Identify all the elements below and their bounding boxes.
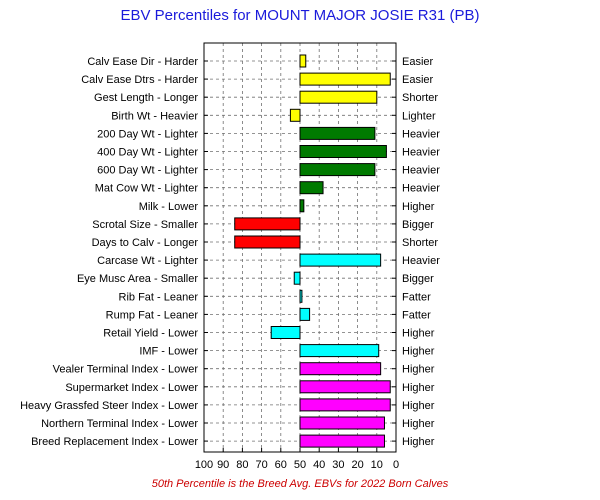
row-label-right: Heavier <box>402 128 440 140</box>
row-label-right: Fatter <box>402 291 431 303</box>
row-label-left: Calv Ease Dir - Harder <box>87 56 198 68</box>
row-label-right: Heavier <box>402 147 440 159</box>
x-tick-label: 50 <box>294 459 306 471</box>
bar <box>299 380 391 394</box>
row-label-right: Fatter <box>402 309 431 321</box>
x-tick-label: 0 <box>393 459 399 471</box>
label-layer: Calv Ease Dir - Harder Easier Calv Ease Dt… <box>20 56 440 448</box>
bar <box>299 398 391 412</box>
bar <box>299 54 307 68</box>
row-label-left: 600 Day Wt - Lighter <box>97 165 198 177</box>
bar <box>299 434 385 448</box>
row-label-left: Birth Wt - Heavier <box>111 110 198 122</box>
tick-layer: 100 90 80 70 60 50 40 30 20 10 0 <box>195 60 399 471</box>
x-tick-label: 70 <box>255 459 267 471</box>
chart-footnote: 50th Percentile is the Breed Avg. EBVs f… <box>152 478 449 490</box>
bar <box>299 145 387 158</box>
row-label-left: Rump Fat - Leaner <box>106 309 199 321</box>
bar <box>299 72 391 86</box>
bar <box>293 271 301 285</box>
x-tick-label: 90 <box>217 459 229 471</box>
bar <box>299 163 376 177</box>
bar <box>289 108 301 122</box>
row-label-left: Rib Fat - Leaner <box>119 291 199 303</box>
bar <box>299 181 324 195</box>
row-label-left: Breed Replacement Index - Lower <box>31 436 198 448</box>
row-label-right: Heavier <box>402 165 440 177</box>
row-label-right: Higher <box>402 418 435 430</box>
row-label-right: Heavier <box>402 183 440 195</box>
row-label-left: Mat Cow Wt - Lighter <box>95 183 199 195</box>
bar <box>299 307 311 321</box>
row-label-left: Days to Calv - Longer <box>92 237 199 249</box>
row-label-right: Shorter <box>402 237 438 249</box>
x-tick-label: 80 <box>236 459 248 471</box>
bar <box>299 90 378 104</box>
bar <box>299 199 305 213</box>
x-tick-label: 30 <box>332 459 344 471</box>
row-label-right: Easier <box>402 56 434 68</box>
row-label-right: Higher <box>402 201 435 213</box>
row-label-right: Higher <box>402 400 435 412</box>
bar <box>299 253 382 267</box>
x-tick-label: 10 <box>371 459 383 471</box>
row-label-left: Eye Musc Area - Smaller <box>77 273 198 285</box>
row-label-right: Lighter <box>402 110 436 122</box>
row-label-right: Shorter <box>402 92 438 104</box>
row-label-right: Higher <box>402 436 435 448</box>
row-label-right: Bigger <box>402 273 434 285</box>
row-label-left: Vealer Terminal Index - Lower <box>53 364 199 376</box>
bar <box>299 416 385 430</box>
chart-title: EBV Percentiles for MOUNT MAJOR JOSIE R3… <box>121 7 480 24</box>
x-tick-label: 40 <box>313 459 325 471</box>
row-label-right: Higher <box>402 328 435 340</box>
bar <box>299 344 380 358</box>
bar <box>234 235 301 249</box>
row-label-left: Retail Yield - Lower <box>103 328 198 340</box>
row-label-left: Heavy Grassfed Steer Index - Lower <box>20 400 198 412</box>
bar <box>299 362 382 376</box>
bar <box>270 326 301 339</box>
row-label-left: Scrotal Size - Smaller <box>92 219 198 231</box>
row-label-right: Heavier <box>402 255 440 267</box>
row-label-right: Higher <box>402 364 435 376</box>
row-label-right: Higher <box>402 382 435 394</box>
row-label-left: Northern Terminal Index - Lower <box>41 418 198 430</box>
row-label-left: Carcase Wt - Lighter <box>97 255 198 267</box>
row-label-left: 200 Day Wt - Lighter <box>97 128 198 140</box>
row-label-left: IMF - Lower <box>139 346 198 358</box>
bar-layer <box>234 54 391 448</box>
row-label-left: Calv Ease Dtrs - Harder <box>81 74 198 86</box>
row-label-left: 400 Day Wt - Lighter <box>97 147 198 159</box>
row-label-left: Gest Length - Longer <box>94 92 198 104</box>
bar <box>234 217 301 231</box>
bar <box>299 289 303 303</box>
x-tick-label: 20 <box>351 459 363 471</box>
bar <box>299 126 376 140</box>
row-label-right: Easier <box>402 74 434 86</box>
row-label-left: Supermarket Index - Lower <box>65 382 198 394</box>
x-tick-label: 60 <box>275 459 287 471</box>
row-label-right: Bigger <box>402 219 434 231</box>
row-label-left: Milk - Lower <box>139 201 199 213</box>
row-label-right: Higher <box>402 346 435 358</box>
x-tick-label: 100 <box>195 459 213 471</box>
